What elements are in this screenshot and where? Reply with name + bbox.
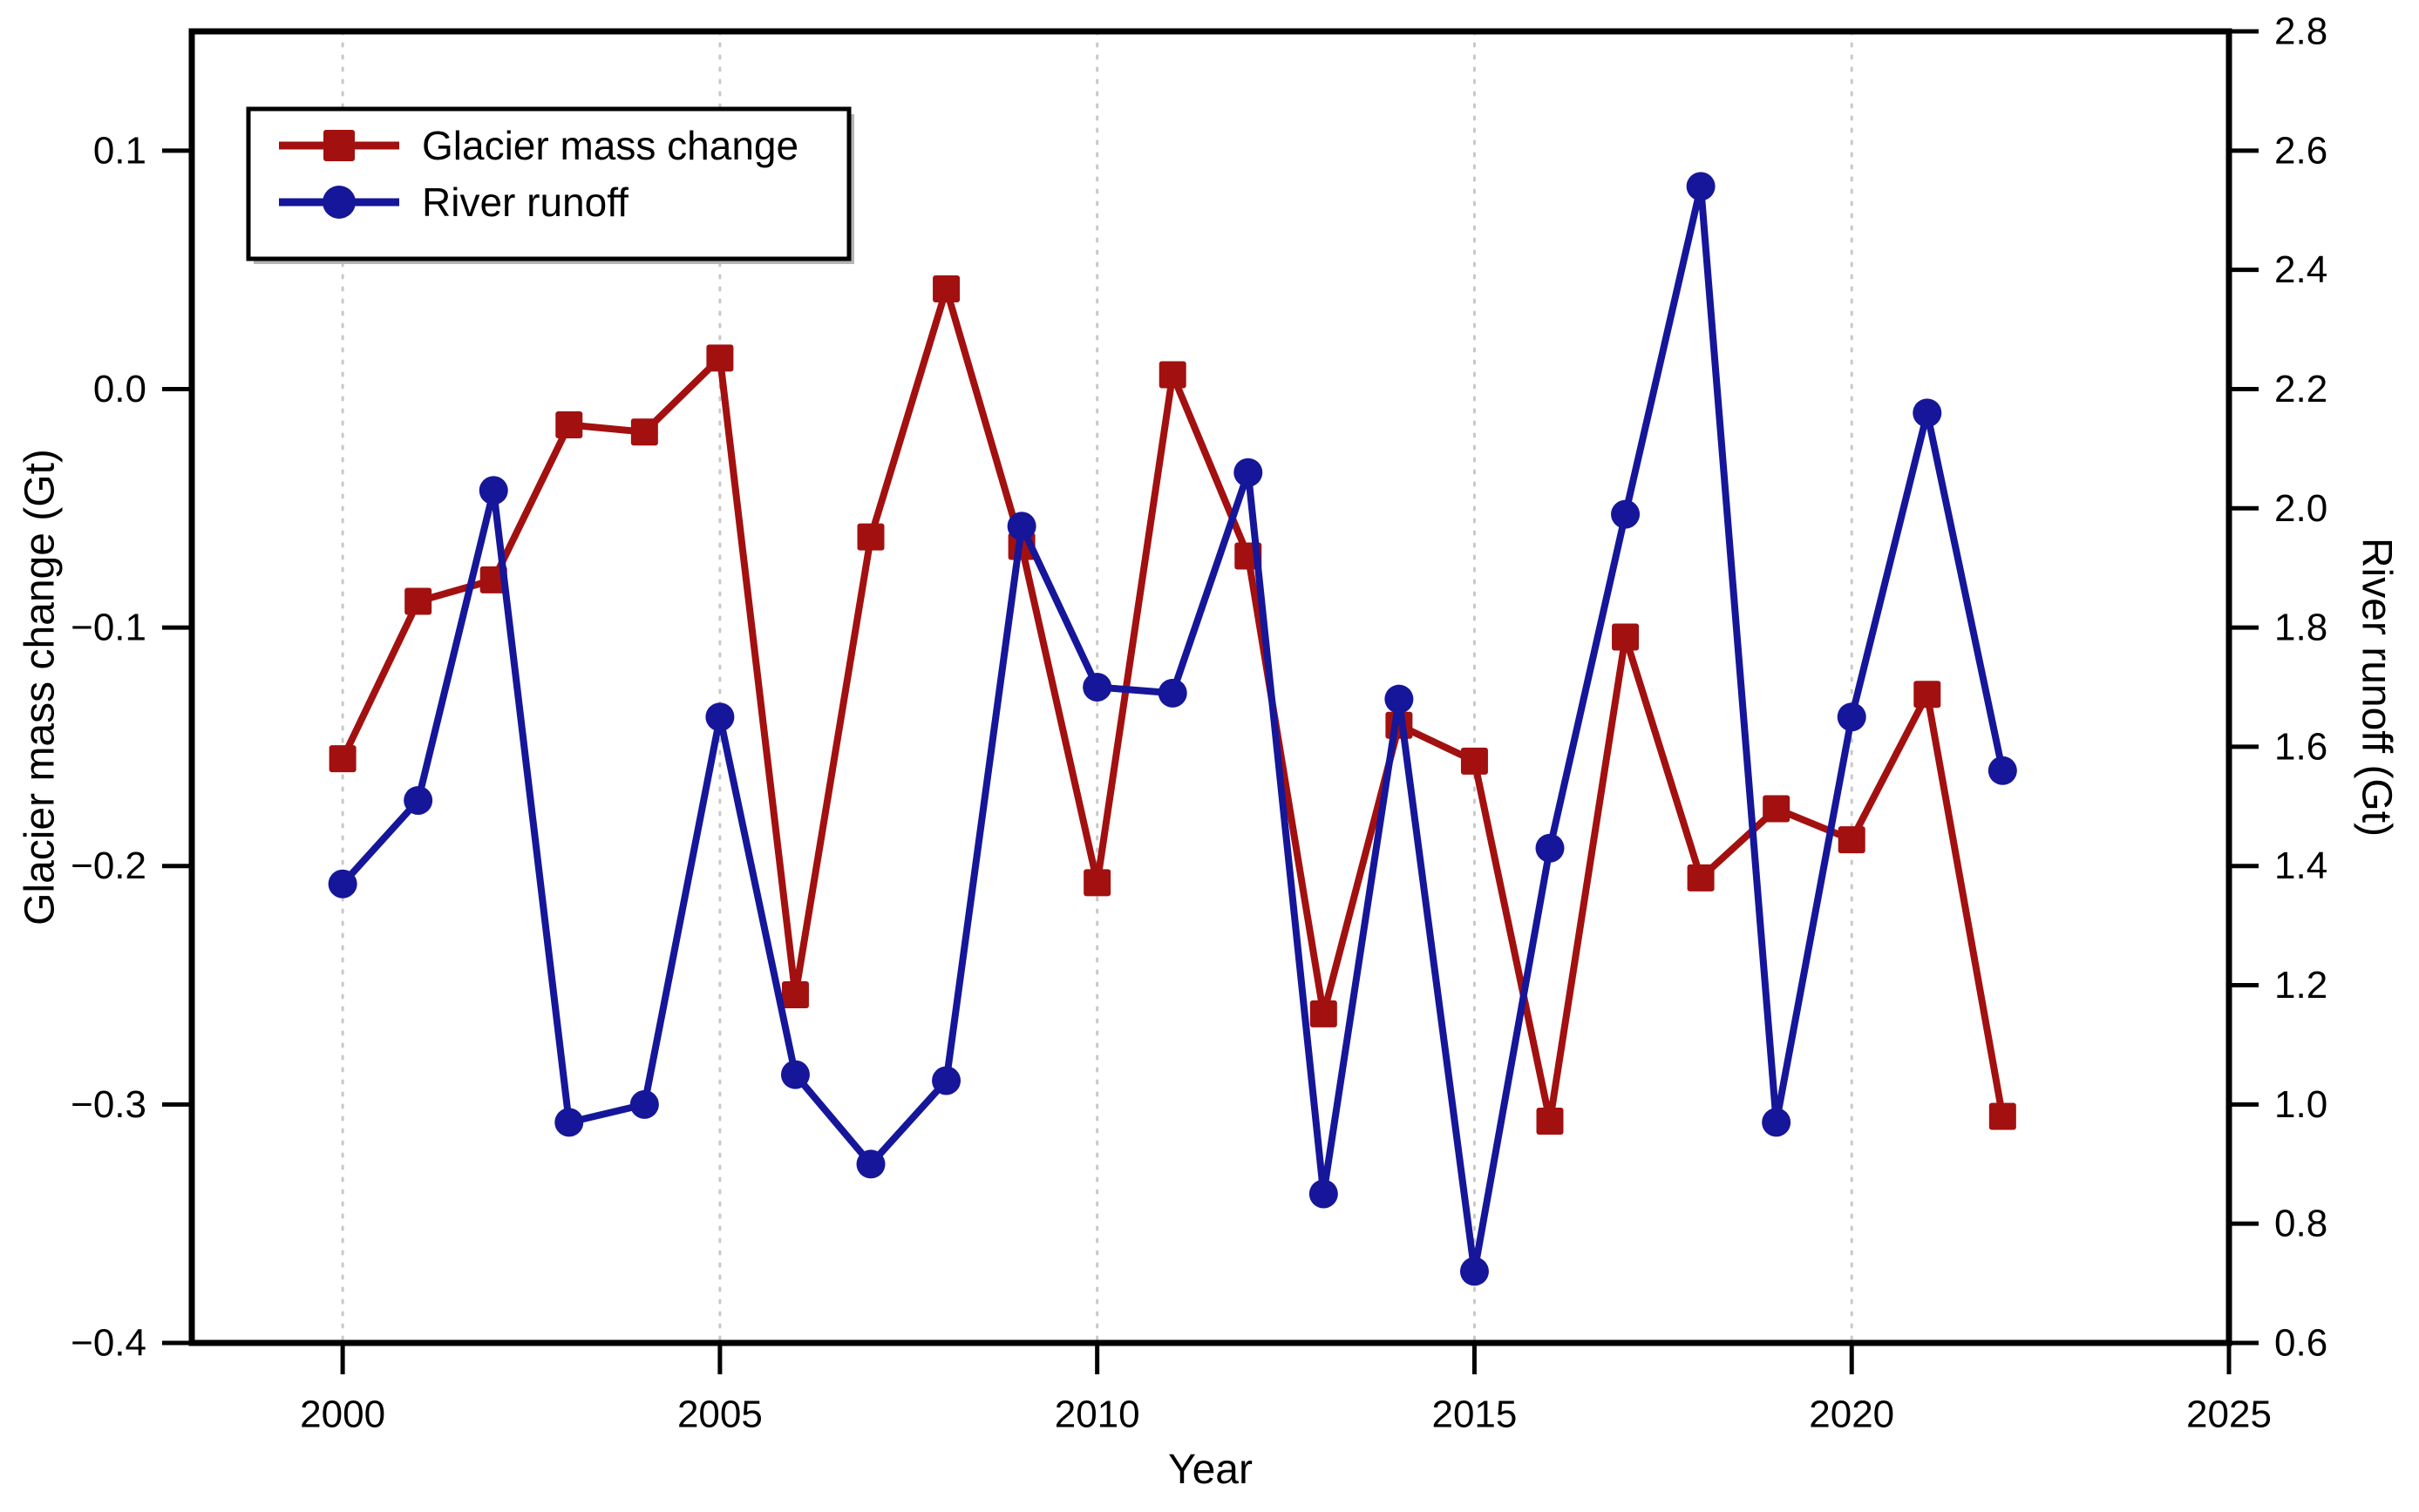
right-tick-label: 1.8 <box>2274 607 2327 649</box>
data-point-marker <box>1460 747 1488 775</box>
left-tick-label: −0.2 <box>71 844 146 887</box>
right-tick-label: 0.6 <box>2274 1322 2327 1365</box>
left-tick-label: −0.1 <box>71 607 146 649</box>
data-point-marker <box>706 344 734 372</box>
data-point-marker <box>1309 1000 1337 1027</box>
river-runoff-series <box>328 172 2017 1286</box>
right-tick-label: 1.2 <box>2274 964 2327 1007</box>
data-point-marker <box>1763 795 1790 823</box>
data-point-marker <box>1459 1257 1489 1286</box>
data-point-marker <box>1384 684 1414 714</box>
data-point-marker <box>629 1089 659 1119</box>
data-point-marker <box>857 523 885 551</box>
data-point-marker <box>1837 702 1866 732</box>
legend-circle-marker <box>323 186 356 219</box>
left-axis-ticks: 0.1 0.0 −0.1 −0.2 −0.3 −0.4 <box>71 129 189 1365</box>
data-point-marker <box>1083 673 1112 702</box>
left-tick-label: −0.4 <box>71 1322 146 1365</box>
data-point-marker <box>1158 678 1187 708</box>
data-point-marker <box>781 980 809 1008</box>
data-point-marker <box>1233 458 1263 487</box>
data-point-marker <box>1762 1108 1791 1137</box>
right-tick-label: 1.4 <box>2274 844 2327 887</box>
data-point-marker <box>404 587 432 615</box>
legend-label: Glacier mass change <box>422 123 798 168</box>
data-point-marker <box>1308 1179 1338 1209</box>
data-point-marker <box>1687 864 1715 892</box>
data-point-marker <box>1913 681 1941 709</box>
data-point-marker <box>555 411 583 438</box>
left-tick-label: −0.3 <box>71 1083 146 1126</box>
data-point-marker <box>329 745 357 773</box>
data-point-marker <box>630 418 658 446</box>
left-axis-title: Glacier mass change (Gt) <box>17 449 64 926</box>
right-tick-label: 1.0 <box>2274 1083 2327 1126</box>
right-tick-label: 2.0 <box>2274 487 2327 530</box>
legend-square-marker <box>323 130 355 161</box>
x-tick-label: 2015 <box>1431 1393 1517 1436</box>
data-point-marker <box>1988 1102 2016 1130</box>
legend-entry-river: River runoff <box>279 180 629 225</box>
data-point-marker <box>780 1060 810 1089</box>
legend: Glacier mass change River runoff <box>246 106 854 264</box>
x-tick-label: 2020 <box>1809 1393 1894 1436</box>
right-tick-label: 1.6 <box>2274 725 2327 768</box>
left-tick-label: 0.0 <box>93 368 146 410</box>
data-point-marker <box>328 869 357 898</box>
x-tick-label: 2000 <box>300 1393 385 1436</box>
x-tick-label: 2025 <box>2186 1393 2272 1436</box>
right-tick-label: 2.8 <box>2274 10 2327 53</box>
x-tick-label: 2005 <box>677 1393 763 1436</box>
data-point-marker <box>479 476 508 505</box>
glacier-mass-series <box>329 275 2016 1136</box>
right-axis-ticks: 2.8 2.6 2.4 2.2 2.0 1.8 1.6 1.4 1.2 1.0 0.8 0.6 <box>2232 10 2327 1365</box>
data-point-marker <box>1838 826 1865 854</box>
data-point-marker <box>1611 499 1641 529</box>
x-axis-title: Year <box>1168 1447 1253 1493</box>
data-point-marker <box>1612 623 1640 651</box>
right-tick-label: 0.8 <box>2274 1203 2327 1245</box>
data-point-marker <box>1913 398 1942 428</box>
data-point-marker <box>932 1066 961 1095</box>
plot-frame <box>188 28 2232 1346</box>
data-point-marker <box>856 1149 886 1179</box>
data-point-marker <box>1159 361 1186 389</box>
data-point-marker <box>1536 1108 1564 1136</box>
data-point-marker <box>1084 869 1111 897</box>
series-line <box>339 182 2007 1275</box>
left-tick-label: 0.1 <box>93 129 146 172</box>
data-point-marker <box>1007 512 1036 541</box>
data-point-marker <box>1988 756 2017 785</box>
data-point-marker <box>705 702 735 732</box>
right-tick-label: 2.4 <box>2274 248 2327 291</box>
right-tick-label: 2.6 <box>2274 129 2327 172</box>
legend-label: River runoff <box>422 180 629 225</box>
data-point-marker <box>554 1108 584 1137</box>
data-point-marker <box>1686 172 1716 201</box>
right-axis-title: River runoff (Gt) <box>2354 538 2400 837</box>
data-point-marker <box>1535 833 1565 863</box>
data-point-marker <box>933 275 961 303</box>
right-tick-label: 2.2 <box>2274 368 2327 410</box>
x-axis-ticks: 2000 2005 2010 2015 2020 2025 <box>300 1346 2272 1436</box>
data-point-marker <box>404 785 433 815</box>
legend-entry-glacier: Glacier mass change <box>279 123 798 168</box>
x-tick-label: 2010 <box>1055 1393 1140 1436</box>
